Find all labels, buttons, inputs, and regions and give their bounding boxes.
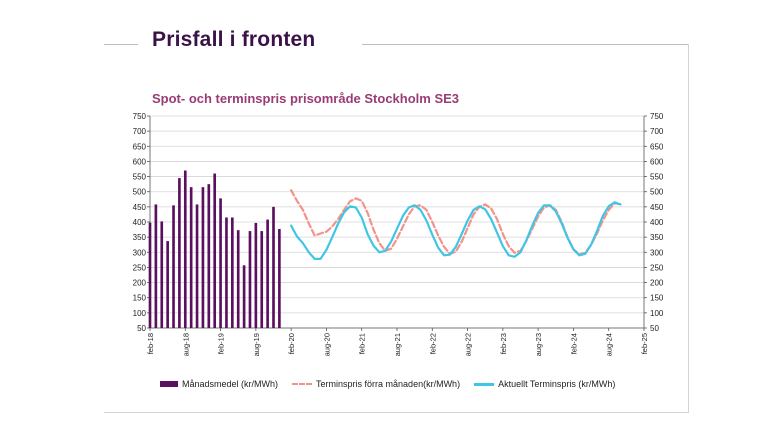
line-aktuellt-terminspris bbox=[290, 201, 622, 260]
x-tick-label: aug-21 bbox=[393, 333, 402, 356]
y-tick-label-right: 250 bbox=[650, 263, 664, 272]
y-tick-label-right: 550 bbox=[650, 173, 664, 182]
bar bbox=[272, 206, 275, 328]
y-tick-label-left: 300 bbox=[133, 248, 147, 257]
x-tick-label: aug-19 bbox=[252, 333, 261, 356]
bar bbox=[266, 219, 269, 328]
y-tick-label-right: 200 bbox=[650, 279, 664, 288]
bar bbox=[225, 217, 228, 328]
x-tick-label: feb-23 bbox=[499, 333, 508, 354]
bar bbox=[178, 178, 181, 328]
x-tick-label: feb-19 bbox=[217, 333, 226, 354]
chart-title: Spot- och terminspris prisområde Stockho… bbox=[152, 91, 460, 106]
legend-swatch-dashed bbox=[292, 383, 313, 385]
y-tick-label-left: 150 bbox=[133, 294, 147, 303]
bar bbox=[242, 265, 246, 328]
bar bbox=[189, 187, 193, 328]
y-tick-label-left: 50 bbox=[137, 324, 146, 333]
legend-label-dashed: Terminspris förra månaden(kr/MWh) bbox=[316, 379, 461, 389]
bar bbox=[219, 198, 222, 328]
bar bbox=[207, 184, 211, 328]
bar bbox=[195, 204, 199, 328]
legend-item-bars: Månadsmedel (kr/MWh) bbox=[160, 379, 278, 389]
bar bbox=[166, 241, 169, 328]
y-tick-label-right: 450 bbox=[650, 203, 664, 212]
bar bbox=[278, 228, 281, 328]
bar bbox=[172, 205, 175, 328]
y-tick-label-left: 450 bbox=[133, 203, 147, 212]
x-tick-label: aug-22 bbox=[464, 333, 473, 356]
legend-item-dashed: Terminspris förra månaden(kr/MWh) bbox=[292, 379, 460, 389]
y-tick-label-right: 300 bbox=[650, 248, 664, 257]
y-tick-label-right: 750 bbox=[650, 112, 664, 121]
slide-frame-bottom bbox=[104, 412, 689, 413]
y-tick-label-left: 700 bbox=[133, 127, 147, 136]
legend-swatch-solid bbox=[474, 382, 495, 386]
legend-swatch-bars bbox=[160, 381, 178, 387]
bar bbox=[231, 217, 234, 328]
y-tick-label-right: 100 bbox=[650, 309, 664, 318]
y-tick-label-left: 500 bbox=[133, 188, 147, 197]
y-tick-label-left: 200 bbox=[133, 279, 147, 288]
bar bbox=[254, 222, 258, 328]
x-tick-label: feb-25 bbox=[640, 333, 649, 354]
y-tick-label-left: 750 bbox=[133, 112, 147, 121]
legend-label-solid: Aktuellt Terminspris (kr/MWh) bbox=[498, 379, 616, 389]
slide-title: Prisfall i fronten bbox=[152, 28, 316, 51]
x-tick-label: aug-24 bbox=[605, 333, 614, 356]
legend-item-solid: Aktuellt Terminspris (kr/MWh) bbox=[474, 379, 615, 389]
y-tick-label-left: 550 bbox=[133, 173, 147, 182]
title-rule-right bbox=[362, 44, 688, 45]
x-tick-label: feb-20 bbox=[287, 333, 296, 354]
y-tick-label-left: 100 bbox=[133, 309, 147, 318]
x-tick-label: feb-18 bbox=[146, 333, 155, 354]
x-tick-label: feb-21 bbox=[358, 333, 367, 354]
bar bbox=[201, 187, 205, 328]
title-rule-left bbox=[104, 44, 138, 45]
y-tick-label-right: 700 bbox=[650, 127, 664, 136]
y-tick-label-left: 350 bbox=[133, 233, 147, 242]
bar bbox=[160, 221, 164, 328]
bar bbox=[260, 231, 264, 328]
bar bbox=[148, 222, 152, 328]
y-tick-label-right: 150 bbox=[650, 294, 664, 303]
x-tick-label: feb-22 bbox=[428, 333, 437, 354]
bar bbox=[183, 170, 187, 328]
y-tick-label-left: 400 bbox=[133, 218, 147, 227]
y-tick-label-left: 250 bbox=[133, 263, 147, 272]
y-tick-label-left: 650 bbox=[133, 142, 147, 151]
y-tick-label-right: 650 bbox=[650, 142, 664, 151]
x-tick-label: aug-20 bbox=[322, 333, 331, 356]
chart-legend: Månadsmedel (kr/MWh) Terminspris förra m… bbox=[160, 377, 629, 391]
slide-frame-right bbox=[688, 44, 689, 412]
bar bbox=[236, 230, 240, 328]
legend-label-bars: Månadsmedel (kr/MWh) bbox=[182, 379, 279, 389]
bar bbox=[154, 204, 158, 328]
x-tick-label: aug-23 bbox=[534, 333, 543, 356]
bar bbox=[248, 231, 252, 328]
y-tick-label-right: 400 bbox=[650, 218, 664, 227]
bar bbox=[213, 173, 217, 328]
x-tick-label: aug-18 bbox=[181, 333, 190, 356]
y-tick-label-right: 500 bbox=[650, 188, 664, 197]
y-tick-label-right: 50 bbox=[650, 324, 659, 333]
y-tick-label-left: 600 bbox=[133, 157, 147, 166]
x-tick-label: feb-24 bbox=[569, 333, 578, 354]
y-tick-label-right: 350 bbox=[650, 233, 664, 242]
y-tick-label-right: 600 bbox=[650, 157, 664, 166]
